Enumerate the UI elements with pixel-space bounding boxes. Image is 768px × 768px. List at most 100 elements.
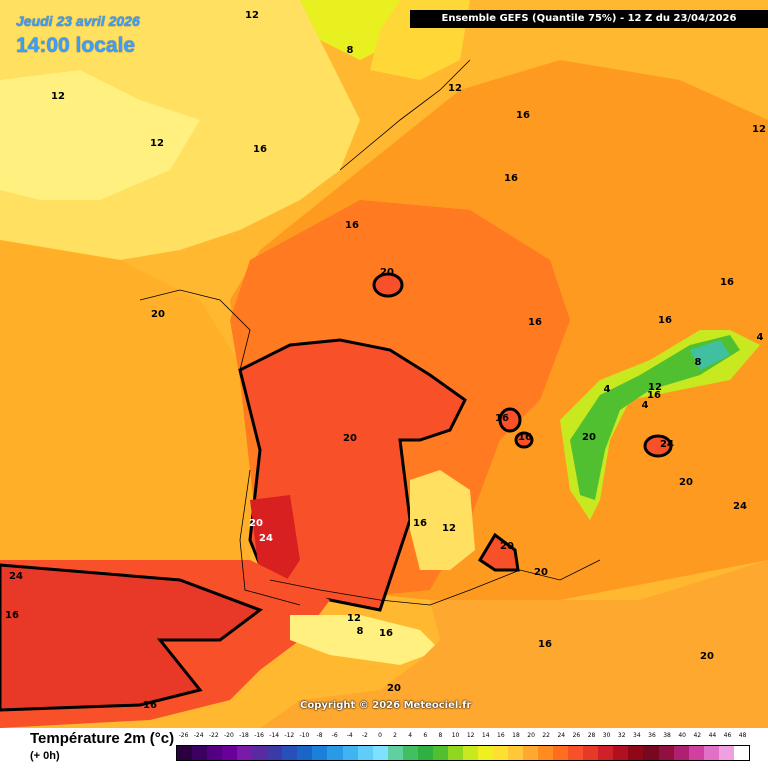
isotherm-label: 20 [700, 651, 714, 662]
isotherm-label: 12 [150, 138, 164, 149]
isotherm-label: 16 [647, 390, 661, 401]
scale-swatch [312, 746, 328, 760]
zone-alps-outer [560, 330, 760, 520]
scale-tick: 10 [451, 732, 460, 739]
isotherm-label: 24 [733, 501, 747, 512]
scale-swatch [538, 746, 554, 760]
zone-alps-cold [690, 340, 730, 370]
isotherm-labels: 1281212121616161612162020161644812164201… [5, 10, 766, 711]
scale-swatch [568, 746, 584, 760]
isotherm-label: 12 [448, 83, 462, 94]
scale-swatch [523, 746, 539, 760]
isotherm-20-provence [477, 532, 520, 572]
scale-ticks: -26 -24 -22 -20 -18 -16 -14 -12 -10 -8 -6 -4 -2 0 2 4 6 8… [176, 732, 750, 744]
scale-tick: 38 [663, 732, 671, 739]
scale-tick: 40 [678, 732, 686, 739]
scale-swatch [402, 746, 418, 760]
scale-tick: 16 [497, 732, 505, 739]
scale-swatch [462, 746, 478, 760]
isotherm-label: 8 [347, 45, 354, 56]
isotherm-label: 24 [259, 533, 273, 544]
isotherm-label: 20 [679, 477, 693, 488]
scale-swatch [718, 746, 734, 760]
isotherm-label: 24 [660, 439, 674, 450]
scale-tick: 0 [378, 732, 382, 739]
isotherm-20-po [643, 434, 673, 458]
scale-tick: -4 [346, 732, 353, 739]
scale-swatch [222, 746, 238, 760]
isotherm-label: 16 [379, 628, 393, 639]
copyright-text: Copyright © 2026 Meteociel.fr [300, 700, 472, 711]
scale-tick: -12 [284, 732, 295, 739]
scale-tick: -26 [178, 732, 189, 739]
scale-tick: 24 [557, 732, 566, 739]
scale-swatch [417, 746, 433, 760]
scale-tick: -6 [331, 732, 338, 739]
isotherm-label: 24 [9, 571, 23, 582]
scale-tick: 2 [393, 732, 397, 739]
scale-swatch [387, 746, 403, 760]
isotherm-label: 20 [500, 541, 514, 552]
scale-tick: 48 [738, 732, 747, 739]
isotherm-label: 16 [345, 220, 359, 231]
scale-swatch [553, 746, 569, 760]
legend-title: Température 2m (°c) [30, 730, 175, 747]
scale-swatch [673, 746, 689, 760]
isotherm-label: 4 [642, 400, 649, 411]
scale-tick: 28 [587, 732, 596, 739]
isotherm-20-lyon [498, 407, 522, 433]
scale-tick: 32 [617, 732, 626, 739]
scale-swatch [432, 746, 448, 760]
scale-tick: 14 [481, 732, 490, 739]
scale-tick: 18 [512, 732, 520, 739]
scale-tick: 42 [693, 732, 702, 739]
scale-tick: -18 [239, 732, 249, 739]
isotherm-label: 16 [253, 144, 267, 155]
scale-bar [176, 745, 750, 761]
zone-uk-light [0, 70, 200, 200]
scale-swatch [237, 746, 253, 760]
isotherm-label: 4 [604, 384, 611, 395]
scale-swatch [613, 746, 629, 760]
isotherm-label: 20 [380, 267, 394, 278]
forecast-time: 14:00 locale [16, 34, 136, 57]
scale-swatch [207, 746, 223, 760]
scale-tick: 20 [527, 732, 535, 739]
isotherm-label: 8 [357, 626, 364, 637]
scale-swatch [267, 746, 283, 760]
scale-tick: 36 [648, 732, 656, 739]
coastline [139, 59, 471, 606]
scale-swatch [583, 746, 599, 760]
zone-massif-central [410, 470, 475, 570]
zone-8-northsea [300, 0, 400, 60]
scale-swatch [688, 746, 704, 760]
isotherm-label: 16 [658, 315, 672, 326]
scale-tick: -24 [193, 732, 204, 739]
isotherm-label: 16 [143, 700, 157, 711]
isotherm-label: 16 [518, 432, 532, 443]
legend-panel: Température 2m (°c) (+ 0h) -26 -24 -22 -20-… [0, 728, 768, 768]
scale-swatch [598, 746, 614, 760]
zone-mediterranean [260, 560, 768, 728]
scale-tick: 26 [572, 732, 581, 739]
isotherm-label: 16 [413, 518, 427, 529]
scale-swatch [477, 746, 493, 760]
forecast-date: Jeudi 23 avril 2026 [16, 13, 140, 29]
isotherm-label: 12 [51, 91, 65, 102]
isotherm-label: 20 [582, 432, 596, 443]
scale-tick: -16 [254, 732, 264, 739]
scale-tick: -22 [208, 732, 219, 739]
scale-tick: -20 [223, 732, 234, 739]
scale-swatch [447, 746, 463, 760]
scale-tick: -14 [269, 732, 280, 739]
scale-swatch [643, 746, 659, 760]
scale-tick: 46 [723, 732, 732, 739]
scale-tick: 6 [423, 732, 428, 739]
isotherm-label: 20 [151, 309, 165, 320]
scale-swatch [297, 746, 313, 760]
isotherm-label: 16 [504, 173, 518, 184]
isotherm-label: 16 [538, 639, 552, 650]
scale-swatch [177, 746, 193, 760]
scale-swatch [508, 746, 524, 760]
isotherm-label: 16 [720, 277, 734, 288]
